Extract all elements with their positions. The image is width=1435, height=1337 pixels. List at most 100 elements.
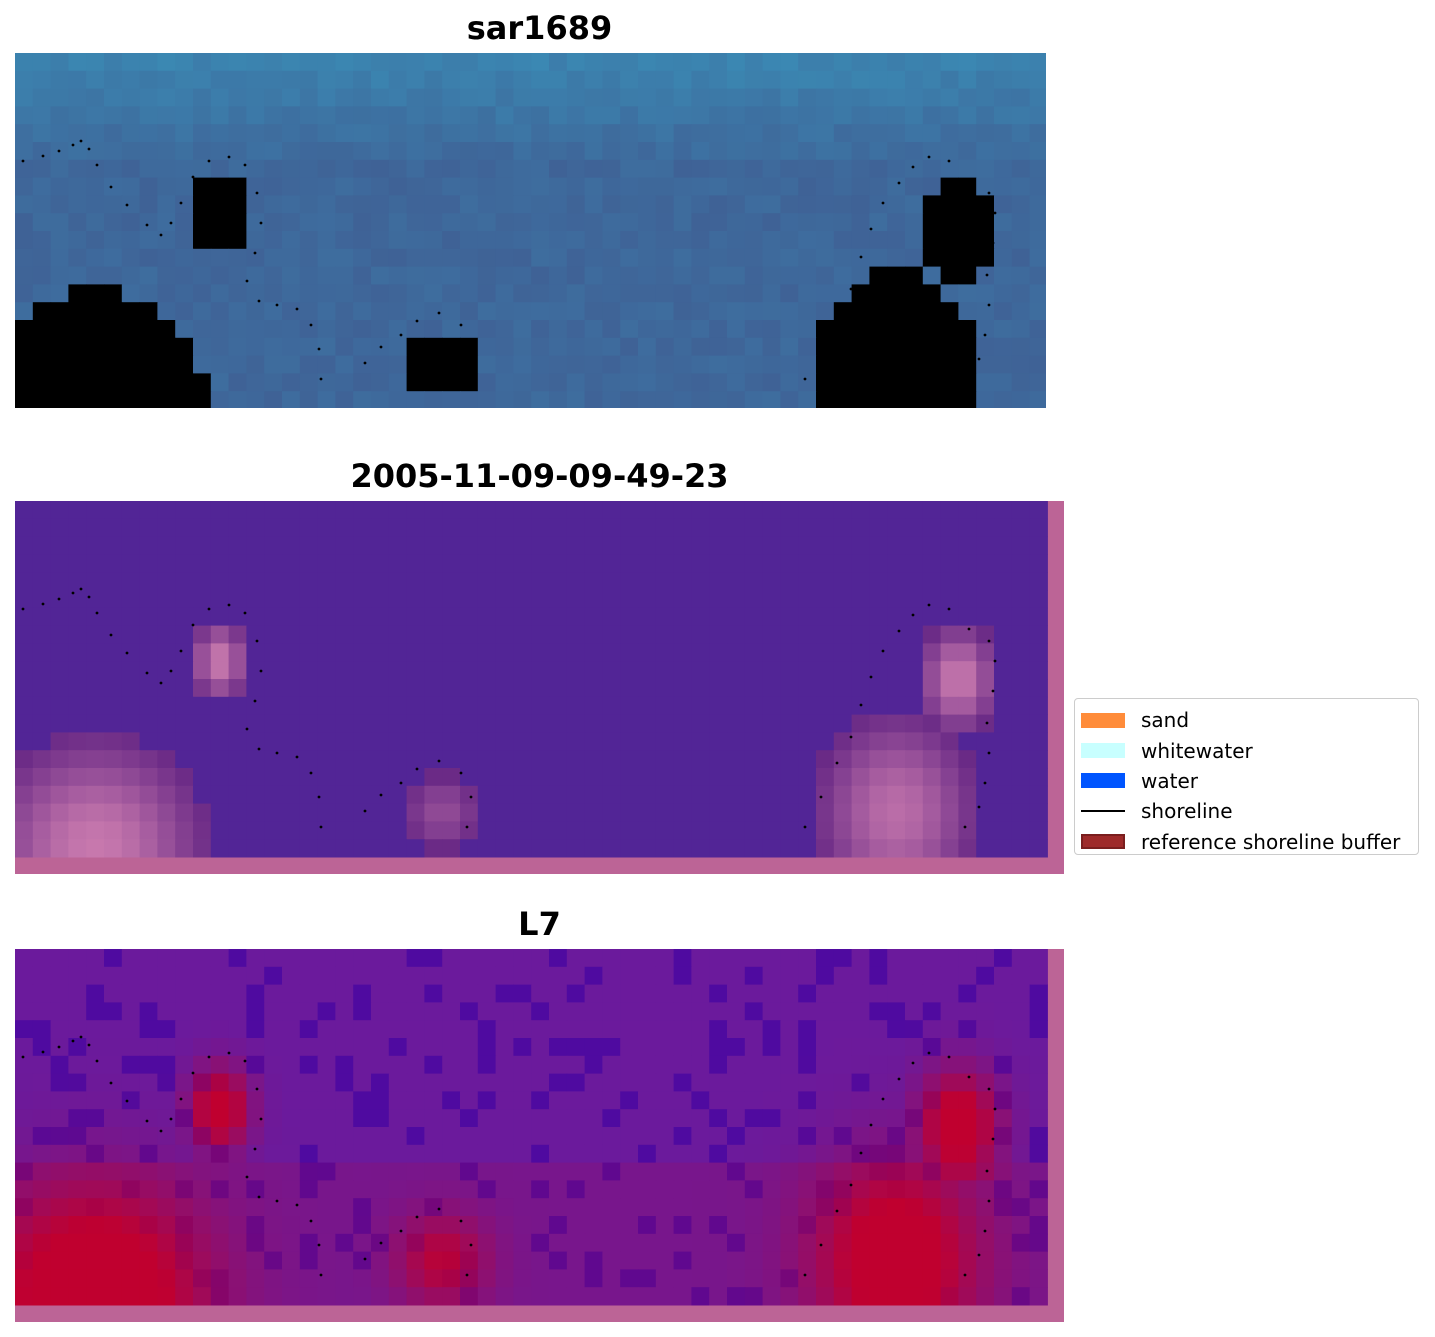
image-pixel: [638, 1162, 657, 1181]
image-pixel: [762, 284, 781, 303]
image-pixel: [282, 590, 301, 609]
image-pixel: [477, 714, 497, 733]
image-pixel: [68, 320, 87, 339]
image-pixel: [68, 501, 87, 520]
image-pixel: [50, 625, 69, 644]
image-pixel: [15, 643, 34, 662]
image-pixel: [68, 1055, 87, 1075]
image-pixel: [299, 231, 319, 250]
classified-image: [15, 501, 1064, 874]
image-pixel: [655, 984, 675, 1003]
image-pixel: [816, 1073, 835, 1092]
image-pixel: [638, 501, 657, 520]
image-pixel: [994, 536, 1013, 555]
image-pixel: [513, 1055, 532, 1075]
image-pixel: [602, 768, 621, 787]
image-pixel: [460, 1091, 479, 1110]
image-pixel: [727, 966, 746, 986]
image-pixel: [477, 518, 497, 538]
image-pixel: [602, 248, 621, 268]
image-pixel: [104, 821, 123, 840]
image-pixel: [816, 355, 835, 374]
image-pixel: [940, 1091, 959, 1110]
image-pixel: [139, 266, 158, 285]
image-pixel: [15, 1251, 34, 1270]
image-pixel: [1029, 696, 1048, 716]
image-pixel: [727, 1038, 746, 1057]
image-pixel: [193, 88, 212, 107]
image-pixel: [620, 1144, 639, 1164]
image-pixel: [424, 785, 443, 805]
image-pixel: [869, 607, 888, 627]
image-pixel: [549, 732, 568, 751]
image-pixel: [513, 966, 532, 986]
image-pixel: [620, 572, 639, 591]
image-pixel: [638, 213, 657, 232]
image-pixel: [762, 1109, 781, 1128]
image-pixel: [638, 984, 657, 1003]
image-pixel: [620, 821, 639, 840]
image-pixel: [495, 679, 514, 698]
image-pixel: [513, 590, 532, 609]
image-pixel: [495, 1109, 514, 1128]
image-pixel: [602, 501, 621, 520]
image-pixel: [424, 732, 443, 751]
image-pixel: [157, 1055, 176, 1075]
image-pixel: [228, 949, 247, 968]
image-pixel: [1011, 839, 1031, 858]
image-pixel: [869, 1180, 888, 1199]
image-pixel: [388, 177, 408, 196]
image-pixel: [317, 679, 336, 698]
image-pixel: [477, 1055, 497, 1075]
image-pixel: [68, 607, 87, 627]
image-pixel: [175, 1038, 194, 1057]
image-pixel: [833, 1073, 853, 1092]
image-pixel: [638, 714, 657, 733]
image-pixel: [994, 284, 1013, 303]
shoreline-point: [57, 149, 61, 153]
image-pixel: [1011, 320, 1031, 339]
image-pixel: [246, 53, 265, 72]
image-pixel: [549, 213, 568, 232]
image-pixel: [104, 159, 123, 179]
image-pixel: [549, 391, 568, 408]
image-pixel: [264, 213, 283, 232]
image-pixel: [424, 696, 443, 716]
image-pixel: [406, 1055, 425, 1075]
image-pixel: [32, 373, 52, 392]
image-pixel: [477, 373, 497, 392]
image-pixel: [424, 768, 443, 787]
image-pixel: [299, 142, 319, 161]
panel-title-index: L7: [518, 905, 561, 943]
image-pixel: [317, 1233, 336, 1253]
image-pixel: [549, 284, 568, 303]
image-pixel: [175, 266, 194, 285]
image-pixel: [638, 231, 657, 250]
image-pixel: [139, 53, 158, 72]
image-pixel: [335, 213, 354, 232]
image-pixel: [15, 70, 34, 90]
image-pixel: [86, 1073, 105, 1092]
image-pixel: [549, 1091, 568, 1110]
image-pixel: [210, 625, 230, 644]
image-pixel: [887, 1162, 906, 1181]
image-pixel: [958, 1269, 977, 1288]
image-pixel: [976, 284, 995, 303]
image-pixel: [798, 518, 817, 538]
image-pixel: [104, 501, 123, 520]
image-pixel: [905, 1269, 924, 1288]
image-pixel: [816, 785, 835, 805]
image-pixel: [905, 302, 924, 321]
image-pixel: [68, 714, 87, 733]
image-pixel: [673, 785, 692, 805]
shoreline-point: [243, 1059, 247, 1063]
image-pixel: [531, 1269, 550, 1288]
image-pixel: [193, 768, 212, 787]
image-pixel: [780, 803, 799, 822]
image-pixel: [922, 1055, 942, 1075]
image-pixel: [282, 177, 301, 196]
image-pixel: [282, 1162, 301, 1181]
image-pixel: [335, 1127, 354, 1146]
image-pixel: [264, 1198, 283, 1217]
image-pixel: [869, 1233, 888, 1253]
